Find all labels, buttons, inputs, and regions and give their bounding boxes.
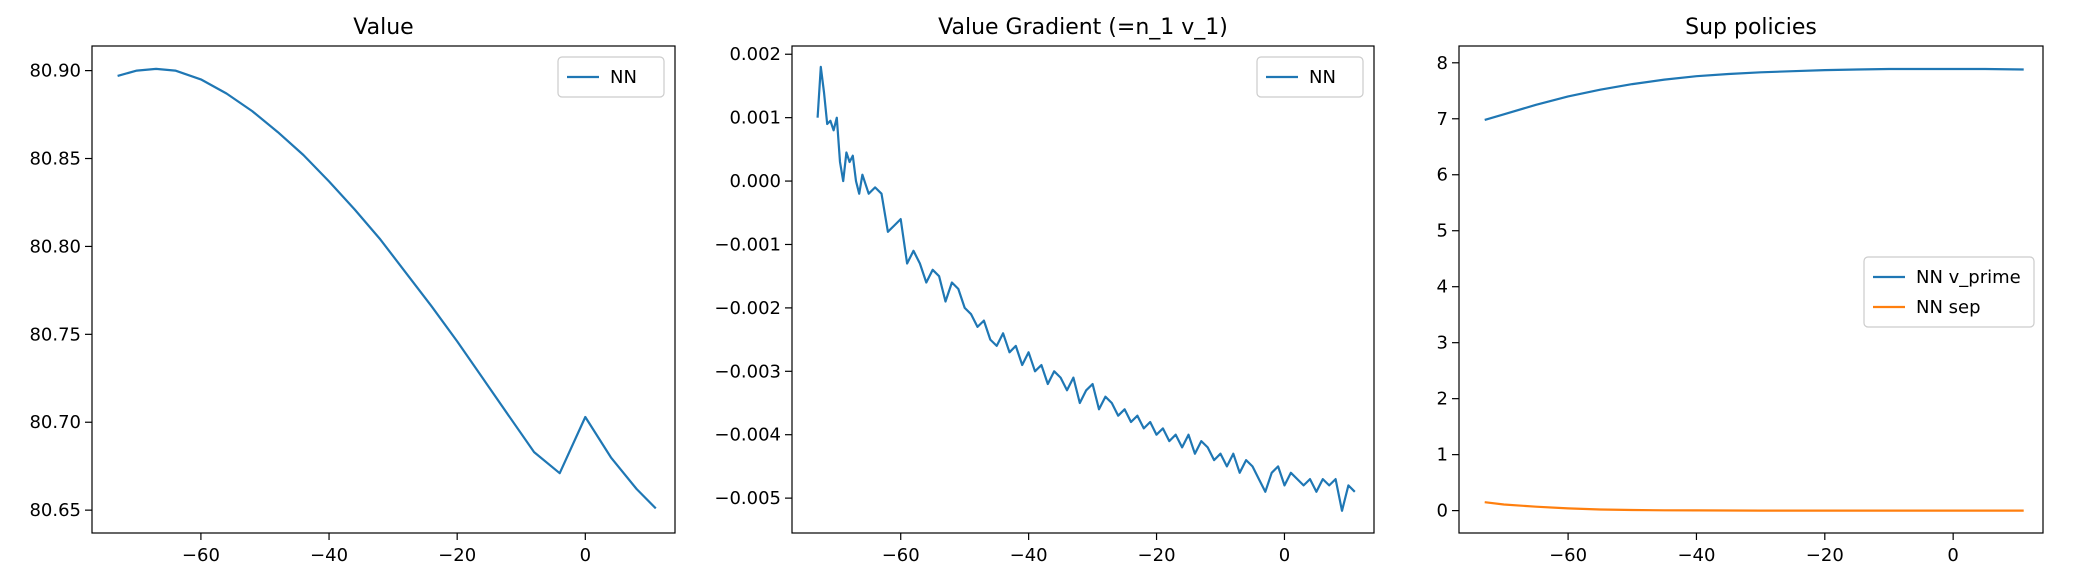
y-tick-label: 80.80 — [29, 236, 81, 257]
chart-panel-2: Value Gradient (=n_1 v_1) −60 −40 −20 0 −0.00… — [714, 15, 1375, 566]
legend: NN — [557, 56, 665, 98]
axes-frame — [91, 45, 676, 534]
y-tick-label: 7 — [1437, 109, 1448, 130]
y-tick-label: −0.003 — [714, 361, 781, 382]
chart-title: Value — [353, 15, 413, 40]
legend-box — [557, 56, 665, 98]
x-tick-label: 0 — [1279, 545, 1290, 566]
axes-frame — [791, 45, 1375, 534]
x-tick-label: −60 — [182, 545, 220, 566]
legend-box — [1256, 56, 1364, 98]
chart-title: Value Gradient (=n_1 v_1) — [938, 15, 1228, 40]
y-tick-label: 80.75 — [29, 324, 81, 345]
y-tick-label: 80.90 — [29, 61, 81, 82]
x-tick-label: −40 — [1010, 545, 1048, 566]
series-line-2 — [1484, 501, 2024, 512]
x-tick-label: −20 — [1138, 545, 1176, 566]
y-tick-label: −0.005 — [714, 488, 781, 509]
y-tick-label: 8 — [1437, 53, 1448, 74]
x-tick-label: −40 — [1677, 545, 1715, 566]
y-tick-label: 0.001 — [729, 108, 781, 129]
x-tick-label: −60 — [882, 545, 920, 566]
y-tick-label: −0.002 — [714, 298, 781, 319]
legend-box — [1863, 256, 2035, 328]
y-tick-label: −0.001 — [714, 234, 781, 255]
x-tick-label: −20 — [438, 545, 476, 566]
y-tick-label: 0.002 — [729, 44, 781, 65]
y-tick-label: 80.85 — [29, 149, 81, 170]
x-tick-label: 0 — [1947, 545, 1958, 566]
legend-label: NN — [1309, 67, 1336, 88]
legend: NN v_prime NN sep — [1863, 256, 2035, 328]
y-tick-label: 6 — [1437, 165, 1448, 186]
y-tick-label: 2 — [1437, 389, 1448, 410]
x-tick-label: −40 — [310, 545, 348, 566]
x-tick-label: −20 — [1806, 545, 1844, 566]
y-tick-label: 5 — [1437, 221, 1448, 242]
series-line-1 — [117, 67, 657, 510]
legend: NN — [1256, 56, 1364, 98]
legend-label: NN v_prime — [1916, 267, 2021, 288]
axes-frame — [1458, 45, 2044, 534]
y-tick-label: 80.70 — [29, 412, 81, 433]
legend-label: NN sep — [1916, 297, 1981, 318]
y-tick-label: 3 — [1437, 333, 1448, 354]
y-tick-label: −0.004 — [714, 425, 781, 446]
y-tick-label: 0 — [1437, 501, 1448, 522]
series-line-1 — [816, 65, 1356, 512]
chart-panel-1: Value −60 −40 −20 0 80.65 80.70 80.75 80.80 80.85… — [29, 15, 676, 566]
chart-title: Sup policies — [1685, 15, 1817, 40]
x-tick-label: 0 — [580, 545, 591, 566]
y-tick-label: 0.000 — [729, 171, 781, 192]
y-tick-label: 80.65 — [29, 500, 81, 521]
legend-label: NN — [610, 67, 637, 88]
series-line-1 — [1484, 67, 2024, 121]
y-tick-label: 1 — [1437, 445, 1448, 466]
x-tick-label: −60 — [1549, 545, 1587, 566]
y-tick-label: 4 — [1437, 277, 1448, 298]
chart-panel-3: Sup policies −60 −40 −20 0 0 1 2 3 4 5 6 7 8 NN v_prim… — [1437, 15, 2044, 566]
